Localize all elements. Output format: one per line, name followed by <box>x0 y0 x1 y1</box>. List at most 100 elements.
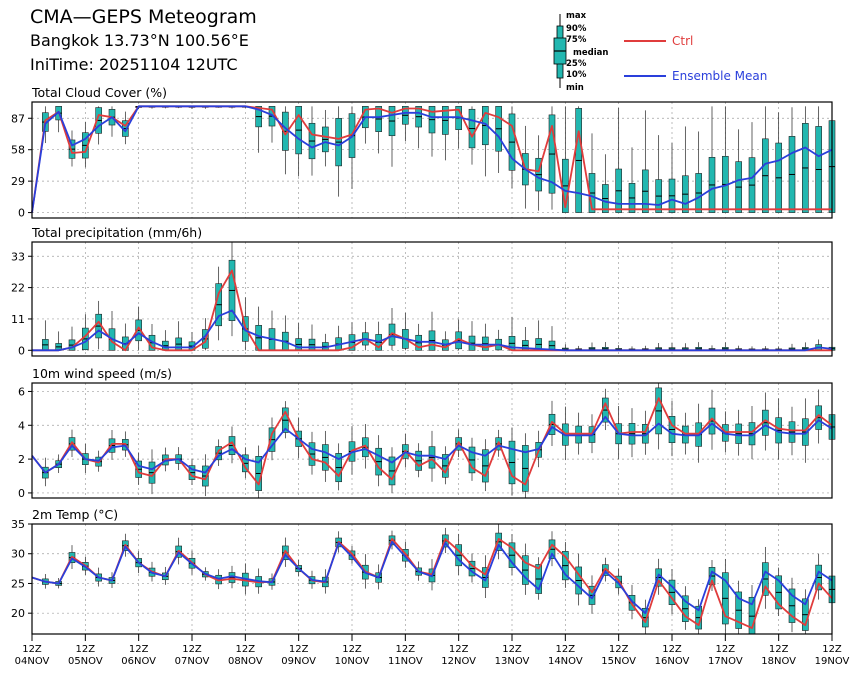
ensemble-box <box>722 106 729 213</box>
chart-title: CMA—GEPS Meteogram <box>30 6 257 28</box>
x-tick-date: 12NOV <box>441 656 476 667</box>
panel-frame <box>31 382 833 499</box>
panel-frame <box>31 523 833 635</box>
ensemble-box <box>335 106 342 197</box>
ensemble-box <box>308 106 316 176</box>
ensemble-box <box>308 431 316 475</box>
ensemble-box <box>148 449 156 495</box>
ensemble-box <box>268 417 276 461</box>
ensemble-box <box>388 447 396 494</box>
ensemble-box <box>775 567 782 616</box>
ensemble-box <box>442 106 449 161</box>
ensemble-box <box>455 319 462 351</box>
panel-title: 10m wind speed (m/s) <box>32 366 172 381</box>
ensemble-box <box>495 524 502 560</box>
ensemble-box <box>442 446 449 485</box>
ensemble-mean-line <box>32 309 833 352</box>
panel-frame <box>31 101 833 219</box>
y-tick-label: 0 <box>18 344 25 357</box>
x-tick-date: 06NOV <box>121 656 156 667</box>
panel-1: Total precipitation (mm/6h) 0 11 22 33 <box>11 225 836 357</box>
ensemble-box <box>682 126 689 213</box>
box-legend-label: 90% <box>566 24 587 34</box>
ensemble-box <box>495 329 502 351</box>
ensemble-box <box>335 325 342 351</box>
x-tick-date: 17NOV <box>708 656 743 667</box>
panel-title: Total precipitation (mm/6h) <box>31 225 202 240</box>
ensemble-box <box>735 580 742 634</box>
ensemble-box <box>108 311 116 351</box>
ensemble-box <box>802 106 809 213</box>
ensemble-box <box>695 131 702 213</box>
location-label: Bangkok 13.73°N 100.56°E <box>30 31 249 50</box>
ensemble-box <box>68 130 76 167</box>
box-legend-label: 10% <box>566 70 587 80</box>
ensemble-box <box>468 437 476 481</box>
ensemble-box <box>388 106 396 167</box>
y-tick-label: 87 <box>11 112 25 125</box>
panel-title: Total Cloud Cover (%) <box>31 85 167 100</box>
ensemble-box <box>108 106 116 137</box>
ensemble-box <box>255 445 262 498</box>
x-tick-hour: 12Z <box>76 644 96 655</box>
ensemble-box <box>802 589 809 634</box>
ensemble-box <box>362 321 369 351</box>
ensemble-box <box>508 427 516 496</box>
ensemble-box <box>255 306 262 351</box>
x-tick-hour: 12Z <box>129 644 149 655</box>
x-tick-date: 19NOV <box>815 656 850 667</box>
x-tick-date: 16NOV <box>655 656 690 667</box>
ensemble-box <box>375 106 382 154</box>
x-tick-hour: 12Z <box>396 644 416 655</box>
y-tick-label: 0 <box>18 487 25 500</box>
ensemble-box <box>735 129 742 213</box>
ensemble-box <box>428 106 436 157</box>
ensemble-box <box>175 321 182 351</box>
y-tick-label: 30 <box>11 548 25 561</box>
ctrl-line <box>31 105 832 213</box>
ensemble-box <box>55 331 62 351</box>
ensemble-box <box>602 154 609 213</box>
x-tick-date: 14NOV <box>548 656 583 667</box>
y-tick-label: 0 <box>18 207 25 220</box>
x-tick-hour: 12Z <box>289 644 309 655</box>
ensemble-box <box>575 553 582 606</box>
x-tick-date: 04NOV <box>15 656 50 667</box>
x-tick-date: 10NOV <box>335 656 370 667</box>
ensemble-box <box>695 342 702 351</box>
ensemble-box <box>655 135 662 213</box>
panel-frame <box>31 241 833 357</box>
ensemble-box <box>562 542 569 588</box>
x-tick-date: 09NOV <box>281 656 316 667</box>
ensemble-box <box>282 315 289 351</box>
y-tick-label: 22 <box>11 282 25 295</box>
ensemble-box <box>42 320 49 351</box>
ensemble-box <box>402 106 409 142</box>
ensemble-box <box>415 443 422 478</box>
ensemble-box <box>282 106 289 175</box>
ensemble-box <box>642 110 649 213</box>
ensemble-box <box>295 106 302 177</box>
legend-label-ctrl: Ctrl <box>672 34 693 48</box>
y-tick-label: 4 <box>18 419 25 432</box>
ensemble-box <box>268 310 276 351</box>
x-tick-date: 11NOV <box>388 656 423 667</box>
ensemble-box <box>415 323 422 351</box>
ctrl-line <box>32 269 832 352</box>
panel-3: 2m Temp (°C) 20 25 30 35 <box>11 507 836 635</box>
ensemble-box <box>508 316 516 351</box>
ensemble-box <box>522 326 529 351</box>
ensemble-mean-line <box>31 415 833 474</box>
x-tick-hour: 12Z <box>342 644 362 655</box>
ensemble-box <box>682 586 689 630</box>
ctrl-line <box>31 397 833 486</box>
panel-0: Total Cloud Cover (%) 0 29 58 87 <box>11 85 836 220</box>
ensemble-box <box>455 533 462 575</box>
init-time-label: IniTime: 20251104 12UTC <box>30 55 238 74</box>
ensemble-box <box>522 543 529 595</box>
ensemble-box <box>788 343 796 351</box>
y-tick-label: 6 <box>18 385 25 398</box>
ensemble-box <box>588 342 596 351</box>
x-tick-hour: 12Z <box>502 644 522 655</box>
